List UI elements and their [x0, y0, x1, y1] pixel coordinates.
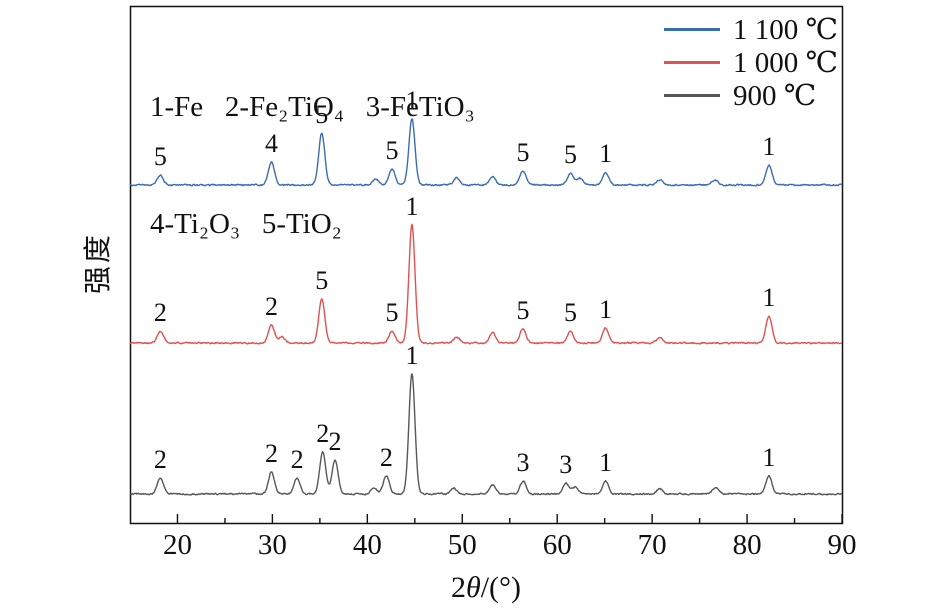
- phase-key-line-2: 4-Ti₂O₃ 5-TiO₂: [150, 208, 342, 240]
- legend-line-swatch: [664, 93, 721, 97]
- legend-item: 900 ℃: [664, 79, 838, 112]
- phase-key-line-1: 1-Fe 2-Fe₂TiO₄ 3-FeTiO₃: [150, 91, 475, 123]
- x-axis-label-theta: θ: [465, 571, 481, 604]
- legend-line-swatch: [664, 27, 721, 31]
- x-axis-label: 2θ/(°): [451, 571, 521, 605]
- phase-key: 1-Fe 2-Fe₂TiO₄ 3-FeTiO₃ 4-Ti₂O₃ 5-TiO₂: [150, 10, 475, 322]
- legend-line-swatch: [664, 60, 721, 64]
- legend-item: 1 100 ℃: [664, 13, 838, 46]
- legend-label: 1 000 ℃: [733, 46, 838, 79]
- legend: 1 100 ℃ 1 000 ℃ 900 ℃: [664, 13, 838, 112]
- x-axis-label-prefix: 2: [450, 571, 466, 604]
- x-axis-label-suffix: /(°): [480, 571, 522, 604]
- y-axis-label: 强度: [83, 231, 114, 295]
- legend-item: 1 000 ℃: [664, 46, 838, 79]
- legend-label: 1 100 ℃: [733, 13, 838, 46]
- legend-label: 900 ℃: [733, 79, 817, 112]
